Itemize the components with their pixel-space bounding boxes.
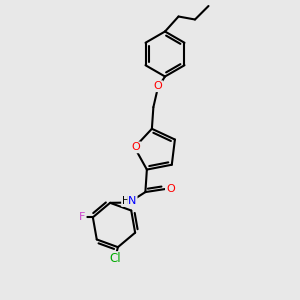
Text: O: O: [154, 81, 162, 91]
Text: F: F: [79, 212, 85, 222]
Text: O: O: [132, 142, 140, 152]
Text: N: N: [128, 196, 137, 206]
Text: H: H: [122, 196, 130, 206]
Text: O: O: [166, 184, 175, 194]
Text: Cl: Cl: [109, 252, 121, 265]
